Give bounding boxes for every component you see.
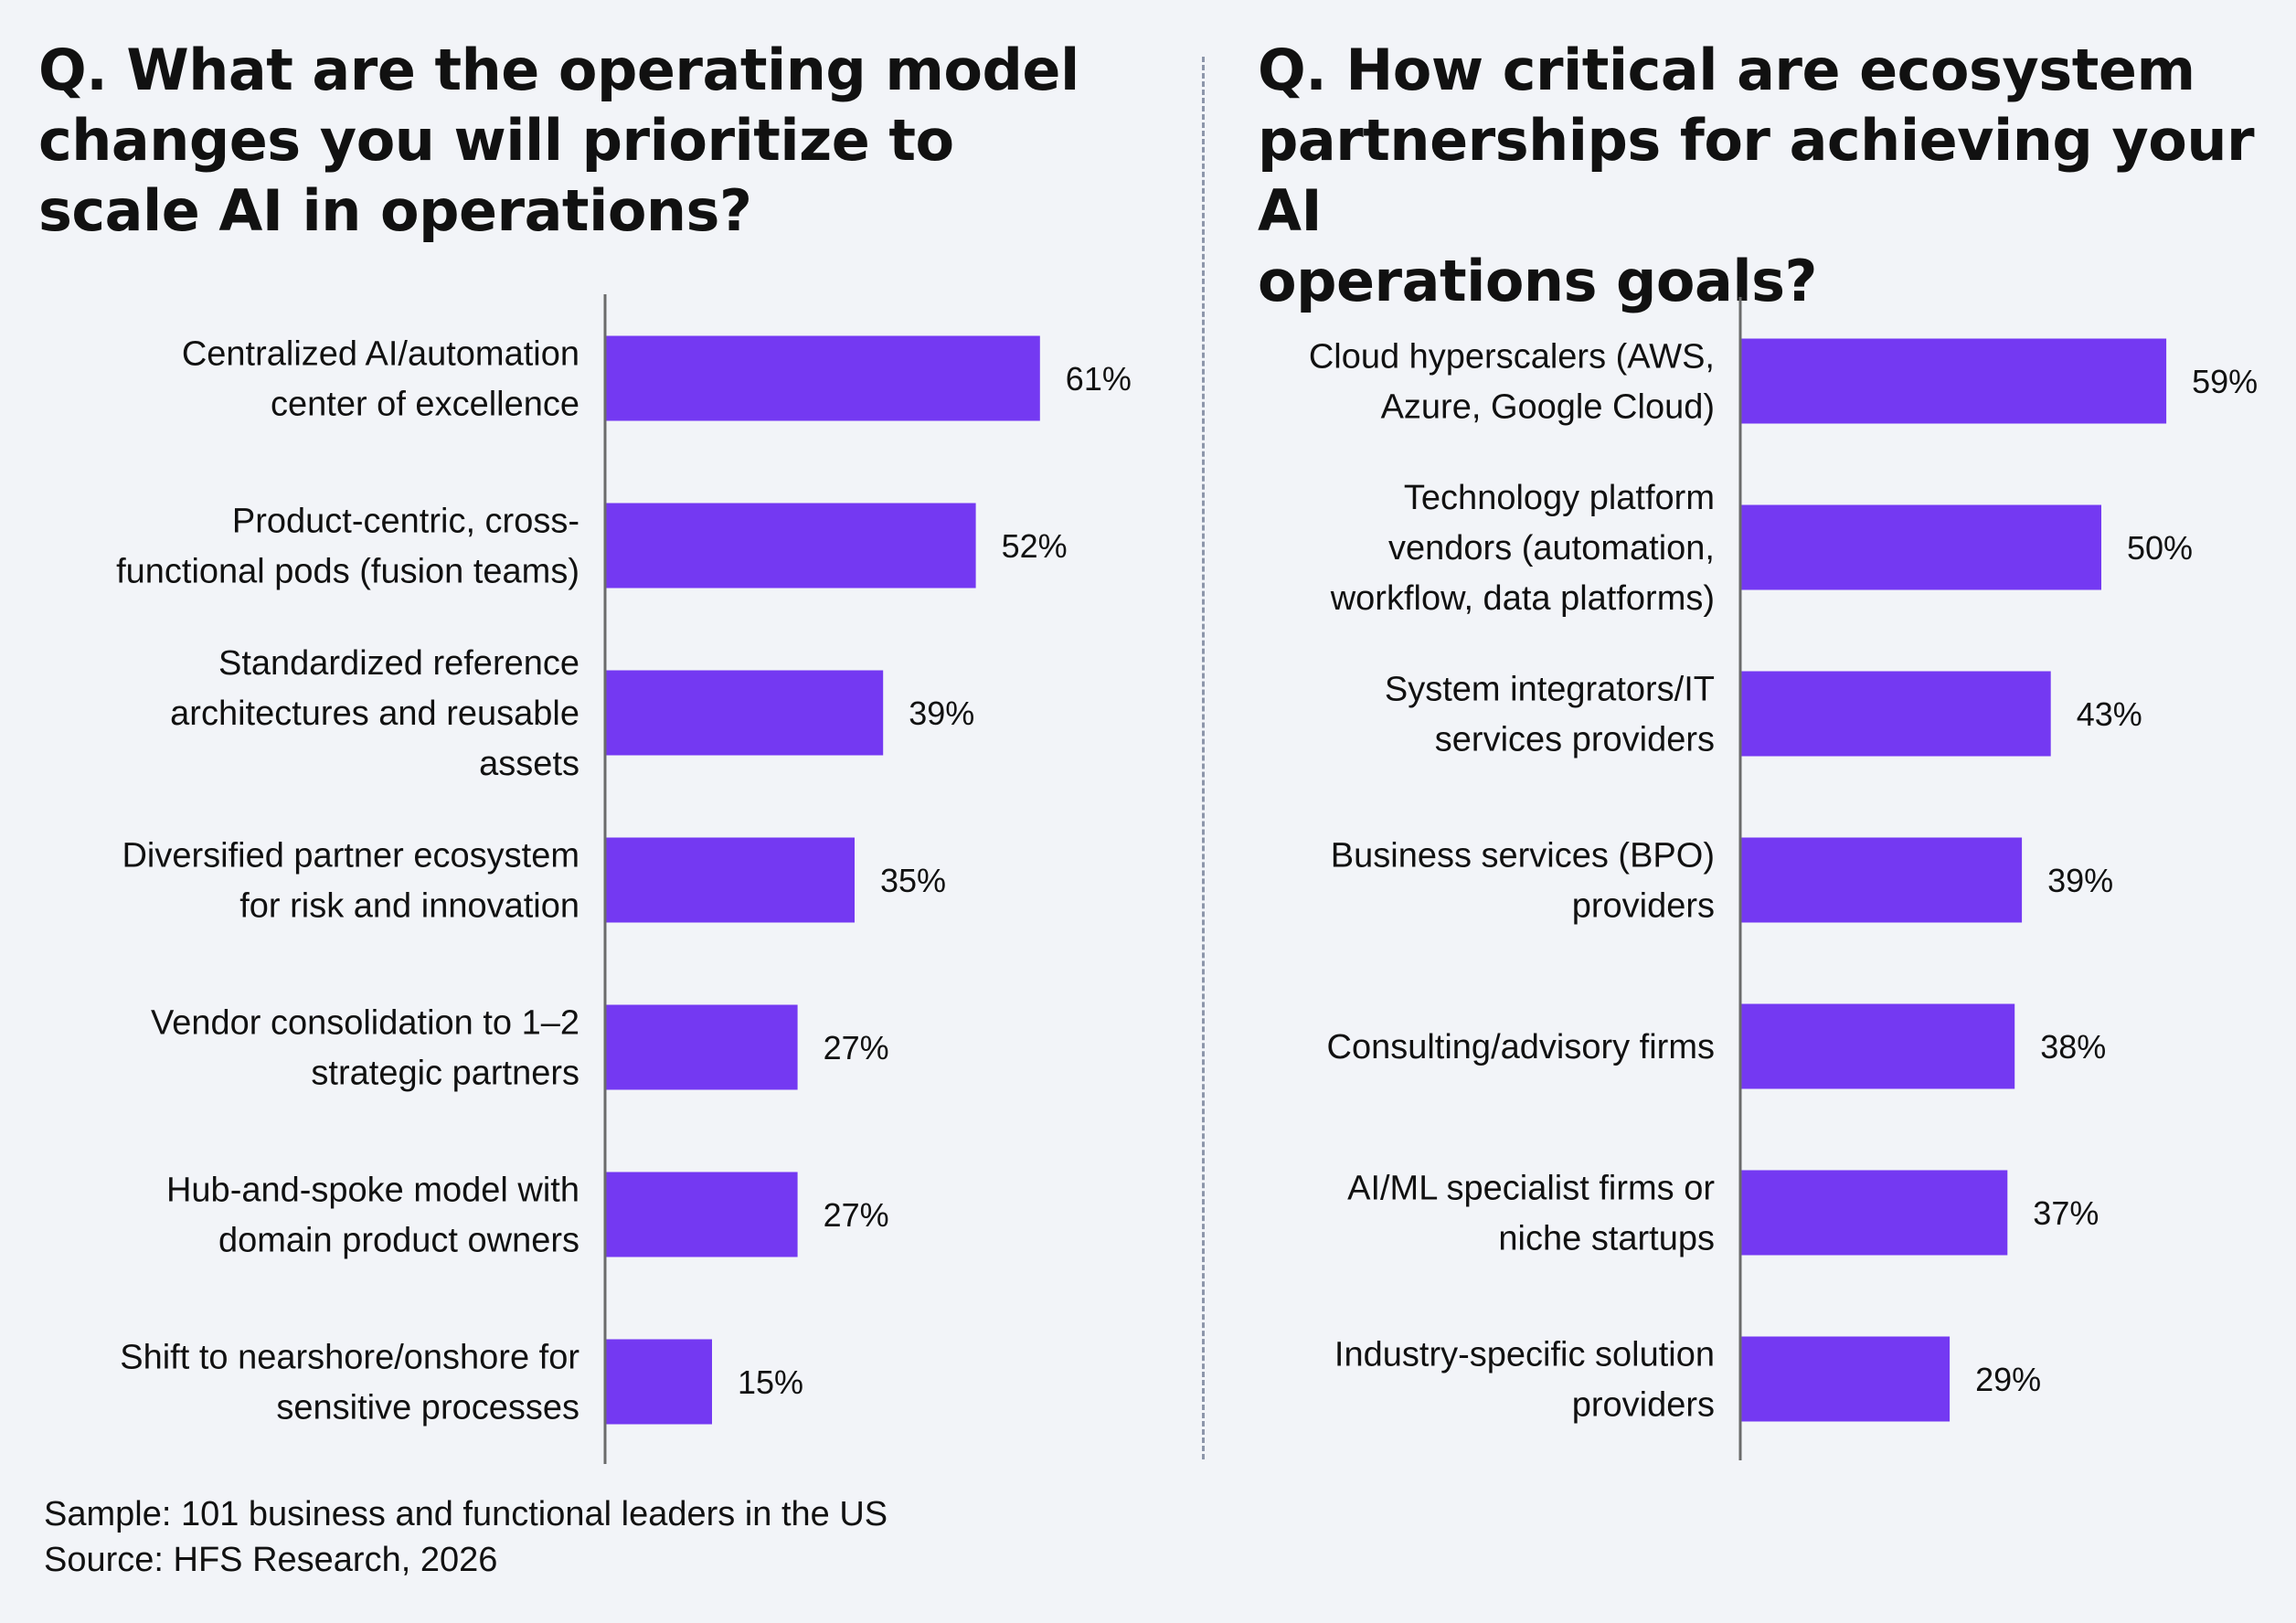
right-category-label-6: AI/ML specialist firms or niche startups xyxy=(1347,1170,1715,1258)
right-bar-7 xyxy=(1740,1336,1951,1422)
left-chart-title: Q. What are the operating model changes … xyxy=(38,37,1079,244)
right-bar-4 xyxy=(1740,837,2023,923)
right-chart-title: Q. How critical are ecosystem partnershi… xyxy=(1258,37,2255,314)
left-bar-5 xyxy=(605,1004,798,1090)
left-category-label-5: Vendor consolidation to 1–2 strategic par… xyxy=(151,1004,579,1093)
right-category-label-2: Technology platform vendors (automation, w… xyxy=(1330,479,1715,618)
right-value-label-3: 43% xyxy=(2077,695,2142,733)
right-value-label-6: 37% xyxy=(2033,1194,2099,1232)
left-category-label-4: Diversified partner ecosystem for risk an… xyxy=(122,837,579,926)
left-bar-1 xyxy=(605,335,1040,421)
left-category-label-3: Standardized reference architectures and … xyxy=(170,644,579,783)
right-category-label-1: Cloud hyperscalers (AWS, Azure, Google Cl… xyxy=(1309,338,1715,427)
right-value-label-5: 38% xyxy=(2040,1028,2106,1066)
left-value-label-1: 61% xyxy=(1066,360,1132,398)
right-category-label-3: System integrators/IT services providers xyxy=(1385,671,1715,759)
right-value-label-1: 59% xyxy=(2192,363,2258,400)
footer: Sample: 101 business and functional lead… xyxy=(44,1491,888,1583)
right-bar-chart: 59% Cloud hyperscalers (AWS, Azure, Google… xyxy=(1309,297,2258,1460)
sample-note: Sample: 101 business and functional lead… xyxy=(44,1495,888,1533)
left-bar-2 xyxy=(605,503,976,589)
right-bar-3 xyxy=(1740,671,2051,757)
left-value-label-3: 39% xyxy=(909,695,974,732)
left-bar-7 xyxy=(605,1339,712,1425)
left-category-label-1: Centralized AI/automation center of excel… xyxy=(182,335,579,424)
source-note: Source: HFS Research, 2026 xyxy=(44,1541,498,1579)
left-value-label-2: 52% xyxy=(1002,527,1068,565)
left-category-label-6: Hub-and-spoke model with domain product o… xyxy=(166,1172,579,1260)
right-category-label-5: Consulting/advisory firms xyxy=(1327,1028,1715,1066)
left-category-label-7: Shift to nearshore/onshore for sensitive … xyxy=(120,1339,579,1427)
right-category-label-7: Industry-specific solution providers xyxy=(1334,1336,1715,1425)
right-bar-1 xyxy=(1740,338,2167,424)
right-value-label-4: 39% xyxy=(2047,862,2113,899)
right-value-label-2: 50% xyxy=(2127,529,2193,567)
left-value-label-6: 27% xyxy=(824,1196,889,1234)
chart-divider xyxy=(1202,57,1205,1459)
left-category-label-2: Product-centric, cross-functional pods (… xyxy=(116,503,579,591)
left-value-label-4: 35% xyxy=(880,862,946,899)
left-bar-6 xyxy=(605,1172,798,1257)
right-category-label-4: Business services (BPO) providers xyxy=(1331,837,1715,926)
left-value-label-7: 15% xyxy=(738,1363,803,1401)
right-bar-5 xyxy=(1740,1003,2015,1089)
left-value-label-5: 27% xyxy=(824,1029,889,1066)
right-value-label-7: 29% xyxy=(1975,1361,2041,1398)
left-bar-3 xyxy=(605,670,884,756)
right-bar-2 xyxy=(1740,504,2101,590)
left-bar-4 xyxy=(605,837,855,923)
right-bar-6 xyxy=(1740,1170,2008,1256)
left-bar-chart: 61% Centralized AI/automation center of ex… xyxy=(116,294,1132,1464)
